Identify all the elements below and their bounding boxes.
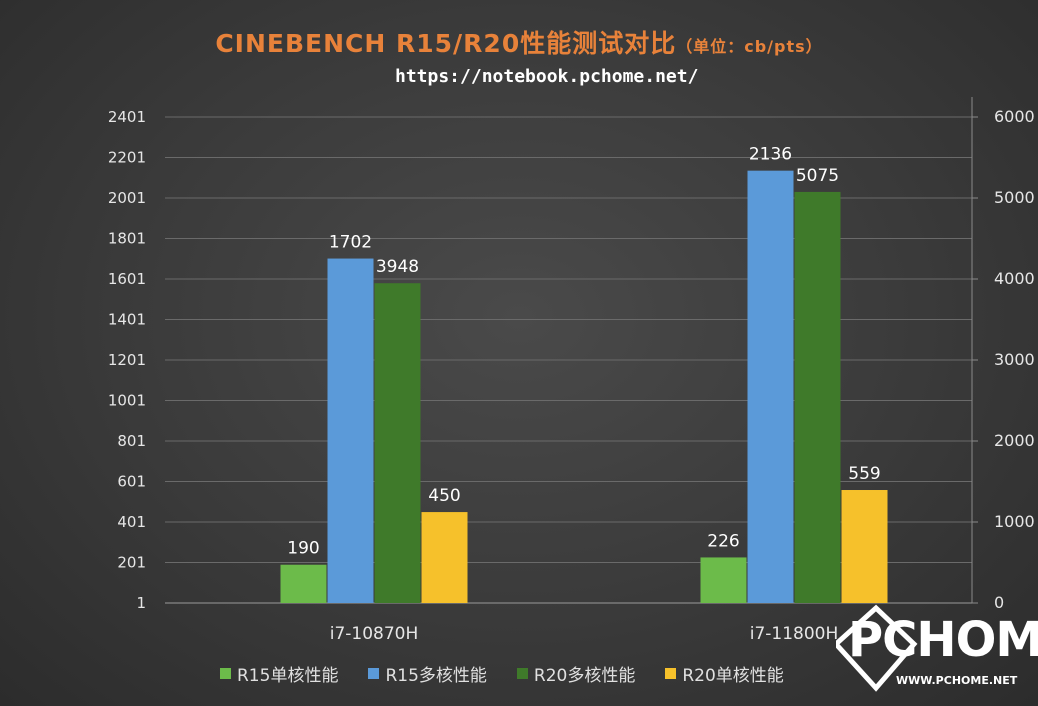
bar	[794, 191, 841, 604]
bar	[374, 283, 421, 603]
legend: R15单核性能 R15多核性能 R20多核性能 R20单核性能	[220, 661, 784, 686]
y-left-tick-label: 1001	[108, 392, 146, 410]
data-label: 3948	[376, 257, 419, 277]
bar	[280, 564, 327, 603]
legend-item: R20多核性能	[516, 661, 636, 686]
bar	[700, 557, 747, 603]
y-left-tick-label: 1401	[108, 311, 146, 329]
legend-swatch	[516, 668, 528, 679]
y-right-tick-label: 5000	[994, 188, 1035, 207]
data-label: 190	[287, 539, 319, 559]
y-left-tick-label: 2401	[108, 108, 146, 126]
data-label: 1702	[329, 233, 372, 253]
y-left-tick-label: 801	[117, 432, 146, 450]
chart-title-text: CINEBENCH R15/R20性能测试对比	[215, 29, 677, 58]
source-url: https://notebook.pchome.net/	[395, 66, 699, 87]
y-right-tick-label: 3000	[994, 350, 1035, 369]
x-tick-label: i7-11800H	[750, 624, 839, 644]
legend-swatch	[665, 668, 677, 679]
legend-item: R20单核性能	[665, 661, 784, 686]
legend-label: R15多核性能	[385, 666, 487, 686]
legend-swatch	[368, 668, 380, 679]
y-left-tick-label: 1601	[108, 270, 146, 288]
data-label: 226	[707, 531, 739, 551]
bar	[421, 512, 468, 603]
y-left-tick-label: 1	[136, 594, 146, 612]
y-right-tick-label: 1000	[994, 512, 1035, 531]
bar	[747, 170, 794, 603]
y-left-tick-label: 201	[117, 554, 146, 572]
y-left-tick-label: 401	[117, 513, 146, 531]
chart-title: CINEBENCH R15/R20性能测试对比（单位：cb/pts）	[0, 24, 1038, 60]
y-right-tick-label: 6000	[994, 107, 1035, 126]
chart-unit: （单位：cb/pts）	[676, 37, 823, 56]
legend-item: R15单核性能	[220, 661, 338, 686]
watermark-site: WWW.PCHOME.NET	[896, 674, 1018, 687]
data-label: 5075	[796, 166, 839, 186]
legend-swatch	[220, 668, 231, 679]
pchome-watermark: PCHOME WWW.PCHOME.NET	[836, 604, 1038, 696]
x-tick-label: i7-10870H	[330, 624, 419, 644]
y-right-tick-label: 0	[994, 593, 1004, 612]
data-label: 559	[848, 464, 880, 484]
legend-label: R20单核性能	[682, 666, 784, 686]
y-left-tick-label: 2201	[108, 149, 146, 167]
data-label: 450	[428, 486, 460, 506]
bar	[841, 490, 888, 603]
y-left-tick-label: 2001	[108, 189, 146, 207]
y-right-tick-label: 4000	[994, 269, 1035, 288]
legend-label: R15单核性能	[237, 666, 339, 686]
watermark-logo: PCHOME	[848, 612, 1038, 668]
y-left-tick-label: 601	[117, 473, 146, 491]
bar	[327, 258, 374, 603]
pchome-logo-shape	[836, 604, 918, 692]
legend-label: R20多核性能	[533, 666, 636, 686]
legend-item: R15多核性能	[368, 661, 487, 686]
y-left-tick-label: 1201	[108, 351, 146, 369]
y-right-tick-label: 2000	[994, 431, 1035, 450]
data-label: 2136	[749, 145, 792, 165]
y-left-tick-label: 1801	[108, 230, 146, 248]
